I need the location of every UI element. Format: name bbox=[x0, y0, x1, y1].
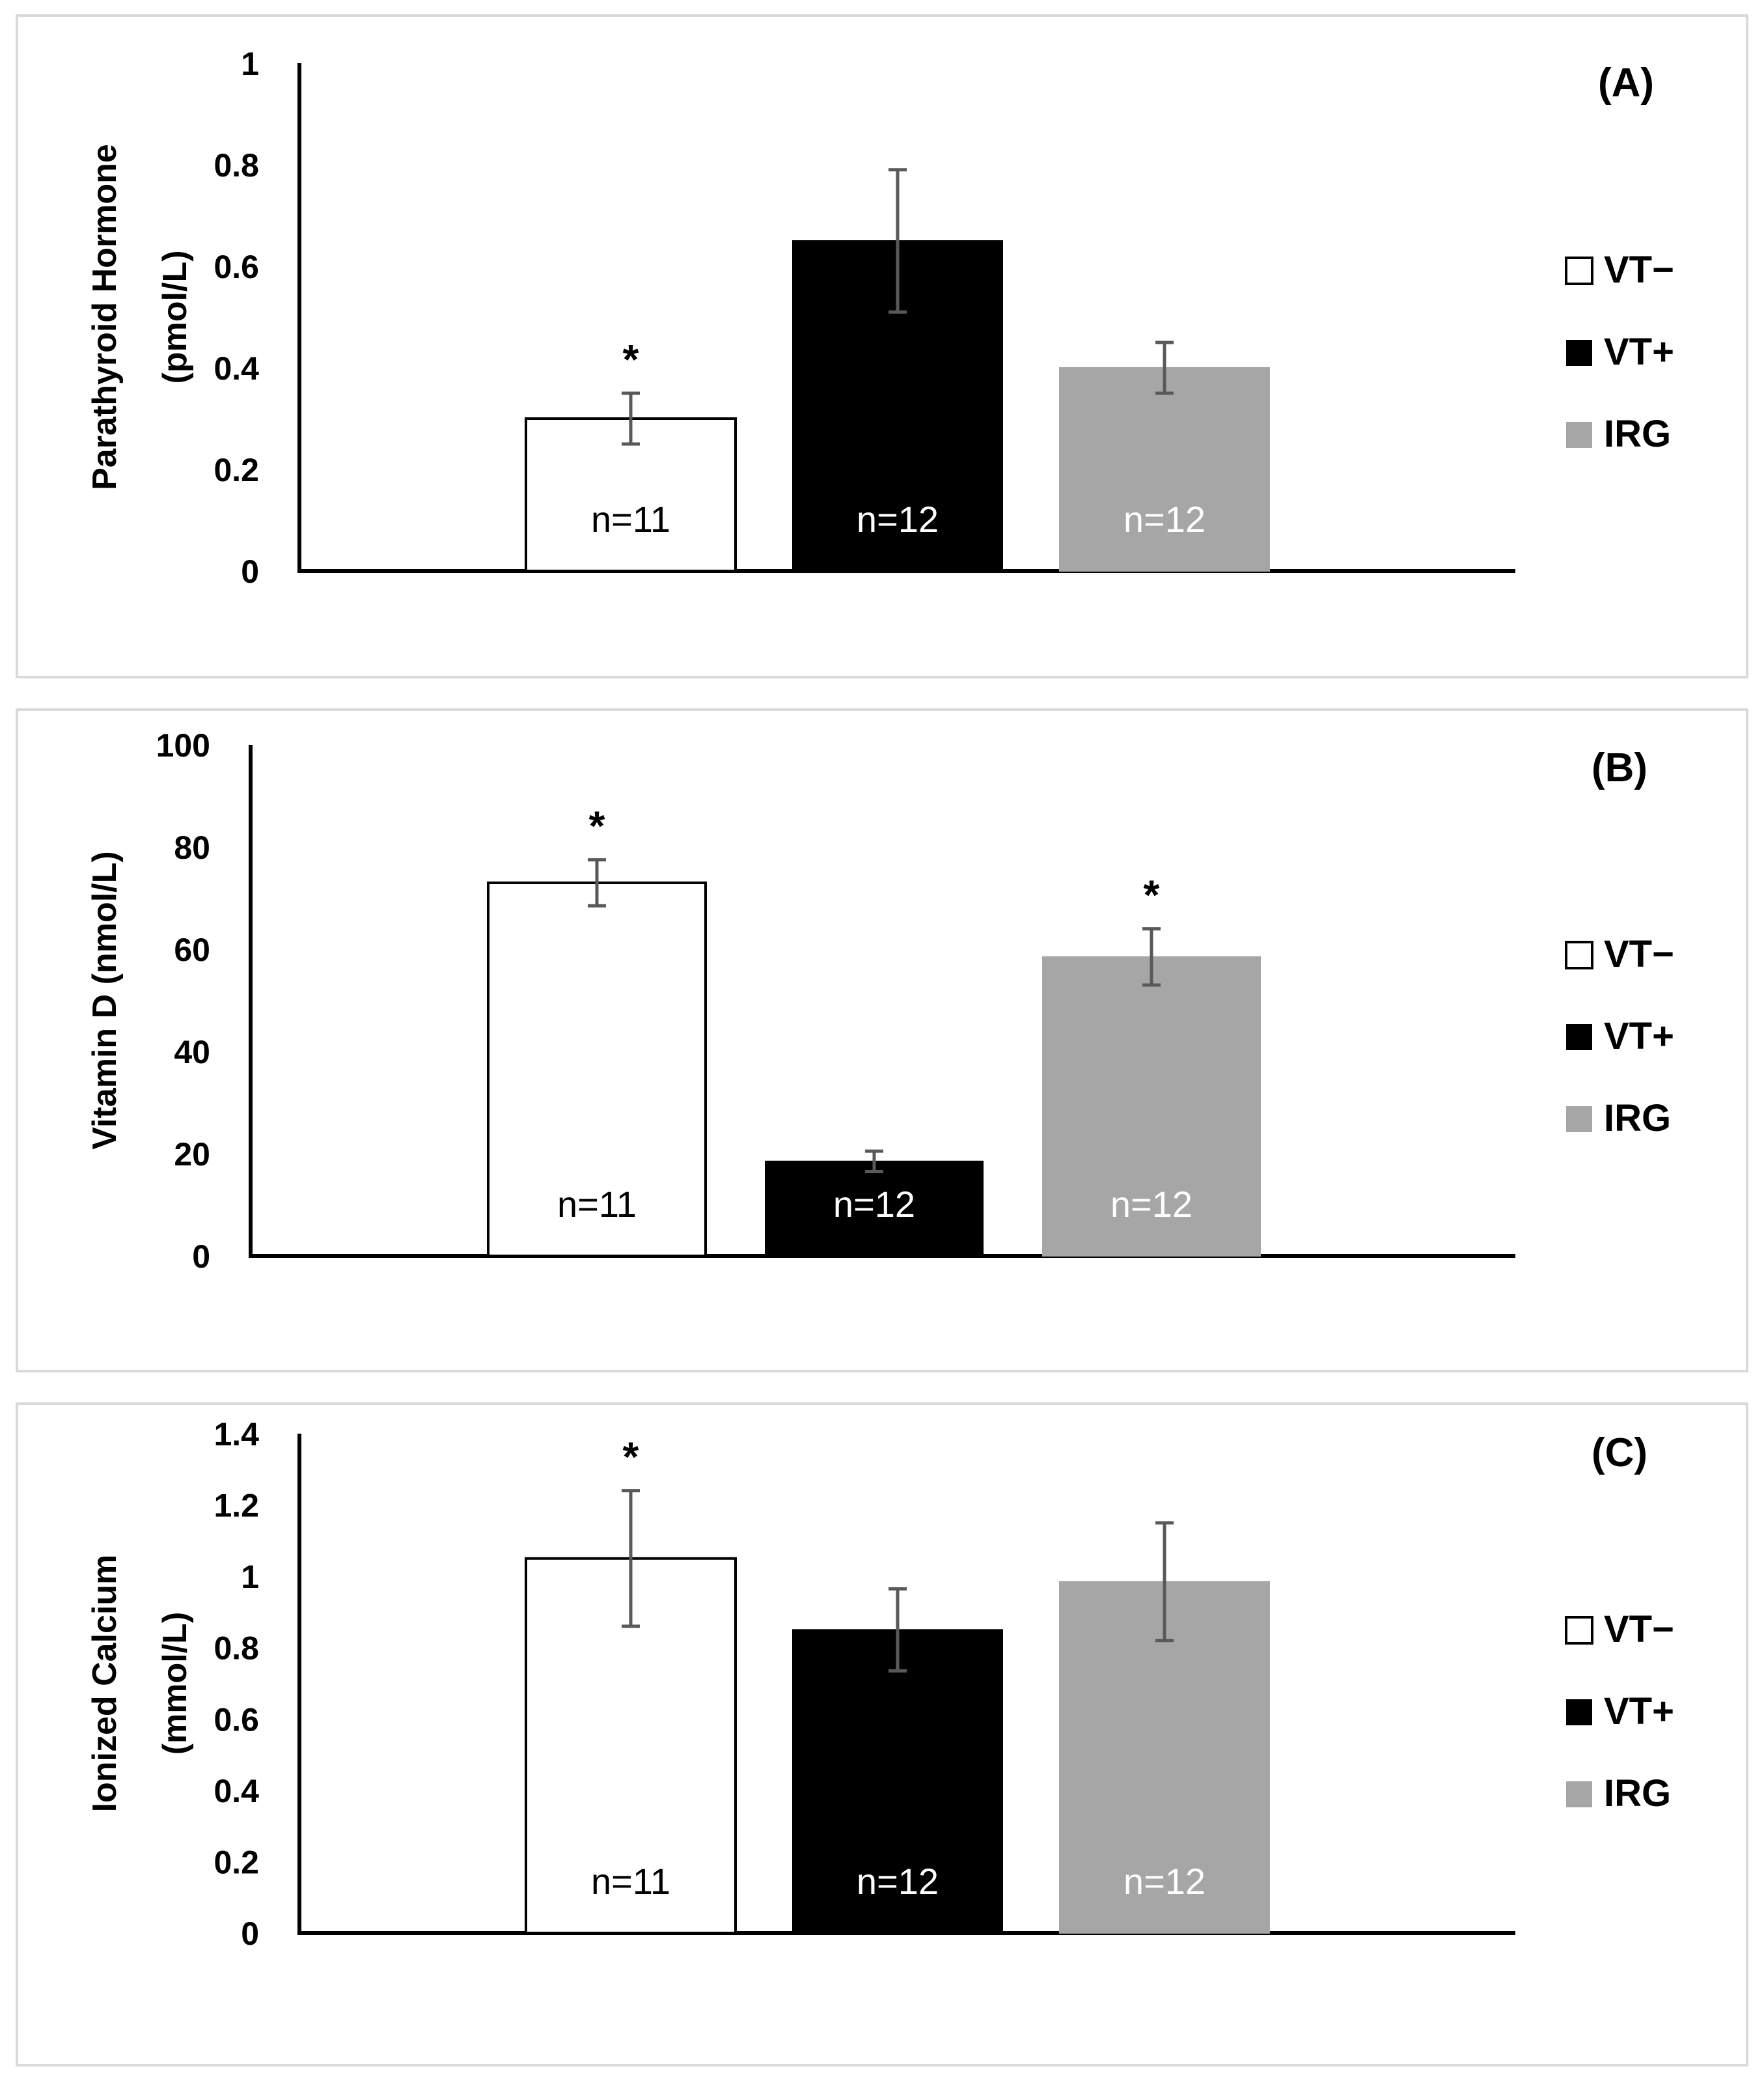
legend-swatch bbox=[1566, 1699, 1592, 1725]
y-tick-label: 0.4 bbox=[214, 350, 259, 387]
n-label: n=11 bbox=[557, 1184, 637, 1225]
legend-label: VT+ bbox=[1604, 1690, 1674, 1732]
y-axis-label: Vitamin D (nmol/L) bbox=[86, 851, 124, 1149]
bar-vt-plus bbox=[765, 1160, 984, 1257]
y-tick-label: 0.6 bbox=[214, 249, 259, 285]
n-label: n=12 bbox=[1123, 499, 1206, 540]
panel-label: (C) bbox=[1592, 1430, 1647, 1475]
legend-label: VT− bbox=[1604, 1608, 1674, 1650]
panel-label: (B) bbox=[1592, 745, 1647, 790]
y-tick-label: 1.2 bbox=[214, 1488, 259, 1524]
n-label: n=12 bbox=[1123, 1861, 1206, 1902]
legend-swatch bbox=[1566, 422, 1592, 448]
legend-swatch bbox=[1566, 1781, 1592, 1807]
bar-irg bbox=[1059, 367, 1270, 572]
legend-swatch bbox=[1565, 257, 1593, 285]
y-tick-label: 40 bbox=[174, 1034, 210, 1070]
y-tick-label: 0.2 bbox=[214, 1844, 259, 1880]
legend-label: IRG bbox=[1604, 413, 1671, 455]
y-tick-label: 1 bbox=[241, 1559, 259, 1595]
n-label: n=12 bbox=[857, 1861, 939, 1902]
legend-label: IRG bbox=[1604, 1097, 1671, 1139]
y-tick-label: 80 bbox=[174, 829, 210, 866]
n-label: n=11 bbox=[591, 499, 670, 540]
significance-star: * bbox=[623, 1434, 639, 1481]
y-axis-label: (pmol/L) bbox=[156, 250, 194, 383]
significance-star: * bbox=[623, 336, 639, 383]
legend-label: VT− bbox=[1604, 933, 1674, 975]
legend-label: VT− bbox=[1604, 249, 1674, 291]
legend-swatch bbox=[1566, 1024, 1592, 1050]
y-tick-label: 0 bbox=[192, 1238, 210, 1275]
panel-c: 0 0.2 0.4 0.6 0.8 1 1.2 1.4 Ionized Calcium (mmol… bbox=[16, 1402, 1748, 2066]
y-axis-label: (mmol/L) bbox=[156, 1612, 194, 1755]
n-label: n=11 bbox=[591, 1861, 670, 1902]
y-tick-label: 0.6 bbox=[214, 1701, 259, 1738]
y-tick-label: 0 bbox=[241, 553, 259, 590]
bar-vt-minus bbox=[487, 881, 707, 1257]
n-label: n=12 bbox=[833, 1184, 915, 1225]
legend-swatch bbox=[1566, 340, 1592, 366]
panel-a: 0 0.2 0.4 0.6 0.8 1 Parathyroid Hormone (pmol/L… bbox=[16, 14, 1748, 678]
significance-star: * bbox=[589, 803, 605, 850]
n-label: n=12 bbox=[857, 499, 939, 540]
y-tick-label: 60 bbox=[174, 932, 210, 968]
y-tick-label: 0.8 bbox=[214, 1630, 259, 1667]
chart-c: 0 0.2 0.4 0.6 0.8 1 1.2 1.4 Ionized Calcium (mmol… bbox=[86, 1416, 1674, 1952]
panel-b: 0 20 40 60 80 100 Vitamin D (nmol/L) n=11 * n=12 n… bbox=[16, 708, 1748, 1372]
y-tick-label: 1.4 bbox=[214, 1416, 259, 1453]
y-tick-label: 0.8 bbox=[214, 147, 259, 184]
bar-vt-plus bbox=[792, 1629, 1003, 1934]
y-tick-label: 20 bbox=[174, 1136, 210, 1173]
legend-swatch bbox=[1565, 1616, 1593, 1645]
legend-swatch bbox=[1566, 1106, 1592, 1132]
chart-b: 0 20 40 60 80 100 Vitamin D (nmol/L) n=11 * n=12 n… bbox=[86, 727, 1674, 1275]
legend-swatch bbox=[1565, 941, 1593, 969]
panel-label: (A) bbox=[1598, 61, 1654, 105]
y-axis-label: Parathyroid Hormone bbox=[86, 144, 124, 490]
legend-label: VT+ bbox=[1604, 1015, 1674, 1057]
y-tick-label: 0 bbox=[241, 1915, 259, 1952]
bar-vt-plus bbox=[792, 240, 1003, 572]
significance-star: * bbox=[1144, 872, 1160, 919]
n-label: n=12 bbox=[1110, 1184, 1192, 1225]
y-tick-label: 100 bbox=[156, 727, 210, 764]
y-tick-label: 1 bbox=[241, 46, 259, 82]
legend-label: IRG bbox=[1604, 1772, 1671, 1815]
bar-irg bbox=[1042, 956, 1261, 1257]
y-axis-label: Ionized Calcium bbox=[86, 1555, 124, 1813]
chart-a: 0 0.2 0.4 0.6 0.8 1 Parathyroid Hormone (pmol/L… bbox=[86, 46, 1674, 590]
y-tick-label: 0.2 bbox=[214, 452, 259, 488]
y-tick-label: 0.4 bbox=[214, 1773, 259, 1809]
legend-label: VT+ bbox=[1604, 331, 1674, 373]
